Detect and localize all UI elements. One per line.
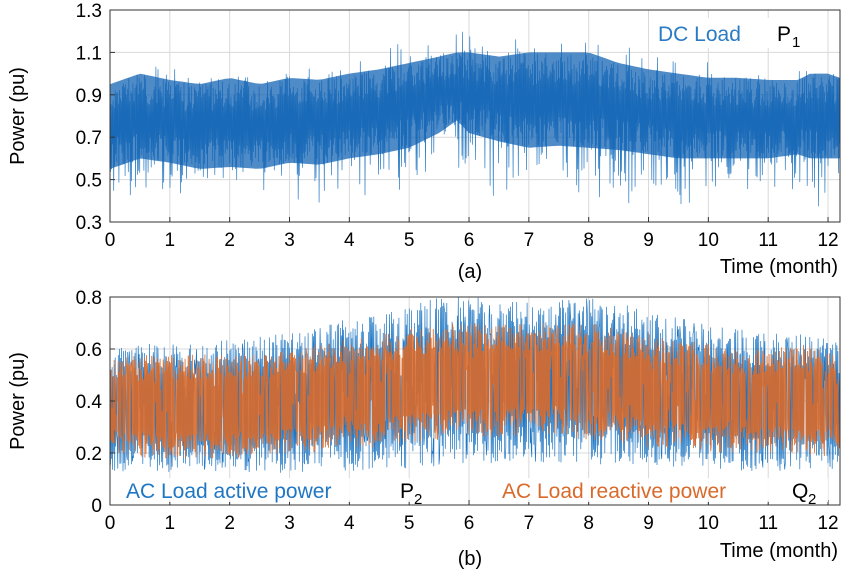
y-tick-label-a-5: 1.3 [76,1,102,22]
y-tick-label-b-3: 0.6 [76,340,102,361]
y-tick-label-a-3: 0.9 [76,86,102,107]
x-tick-label-a-2: 2 [224,230,235,251]
x-tick-label-a-5: 5 [404,230,415,251]
x-tick-label-a-8: 8 [583,230,594,251]
x-tick-label-a-9: 9 [643,230,654,251]
x-tick-label-a-10: 10 [698,230,719,251]
legend-a: DC Load P 1 [652,18,812,51]
x-tick-label-a-1: 1 [165,230,176,251]
x-tick-label-b-4: 4 [344,513,355,534]
panel-label-a: (a) [458,261,482,283]
legend-dc-load-label: DC Load [658,23,741,46]
legend-reactive-label: AC Load reactive power [502,480,726,503]
x-tick-label-b-8: 8 [583,513,594,534]
x-tick-label-a-6: 6 [464,230,475,251]
x-ticks-a: 0 1 2 3 4 5 6 7 8 9 10 11 12 [105,217,839,251]
x-tick-label-a-11: 11 [758,230,778,251]
x-tick-label-a-7: 7 [524,230,535,251]
series-area-b [109,297,841,473]
y-tick-label-a-2: 0.7 [76,128,102,149]
x-tick-label-a-4: 4 [344,230,355,251]
x-tick-label-a-12: 12 [817,230,838,251]
legend-active-symbol: P [400,480,414,503]
series-area-a [109,31,841,207]
y-tick-label-a-1: 0.5 [76,171,102,192]
legend-reactive-subscript: 2 [808,491,816,508]
legend-active-label: AC Load active power [126,480,331,503]
ylabel-a: Power (pu) [7,67,29,165]
legend-dc-load-subscript: 1 [792,34,800,51]
x-tick-label-b-7: 7 [524,513,535,534]
xlabel-a: Time (month) [720,256,838,278]
x-tick-label-b-12: 12 [817,513,838,534]
panel-a: 0.30.50.70.91.11.3 0 1 2 3 4 5 6 7 8 9 10 11 12 Powe… [7,1,841,283]
axes-box-a [109,9,841,223]
x-tick-label-a-3: 3 [284,230,295,251]
panel-b: 00.20.40.60.8 0 1 2 3 4 5 6 7 8 9 10 11 12 Power (pu… [7,288,841,570]
panel-label-b: (b) [458,548,482,570]
x-tick-label-b-5: 5 [404,513,415,534]
x-tick-label-b-0: 0 [105,513,116,534]
x-tick-label-a-0: 0 [105,230,116,251]
ylabel-b: Power (pu) [7,352,29,450]
y-tick-label-b-0: 0 [91,496,102,517]
xlabel-b: Time (month) [720,540,838,562]
legend-bg-reactive [498,478,828,502]
legend-bg-active [120,478,420,502]
x-tick-label-b-2: 2 [224,513,235,534]
y-tick-label-b-1: 0.2 [76,444,102,465]
series-line-b-1 [109,323,841,459]
x-tick-label-b-11: 11 [758,513,778,534]
x-tick-label-b-1: 1 [165,513,176,534]
y-ticks-b: 0 0.2 0.4 0.6 0.8 [76,288,115,517]
legend-dc-load-symbol: P [777,23,791,46]
x-tick-label-b-10: 10 [698,513,719,534]
y-tick-label-a-4: 1.1 [76,43,102,64]
legend-bg-a [652,18,812,48]
x-tick-label-b-3: 3 [284,513,295,534]
legend-reactive-symbol: Q [792,480,808,503]
legend-active-subscript: 2 [414,491,422,508]
y-tick-label-b-4: 0.8 [76,288,102,309]
series-dense-band-a-0 [110,52,840,169]
x-ticks-b: 0 1 2 3 4 5 6 7 8 9 10 11 12 [105,500,839,534]
x-tick-label-b-6: 6 [464,513,475,534]
y-ticks-a: 0.3 0.5 0.7 0.9 1.1 1.3 [76,1,115,234]
x-tick-label-b-9: 9 [643,513,654,534]
y-tick-label-b-2: 0.4 [76,392,103,413]
y-tick-label-a-0: 0.3 [76,213,102,234]
legend-b: AC Load active power P 2 AC Load reactiv… [120,478,828,508]
